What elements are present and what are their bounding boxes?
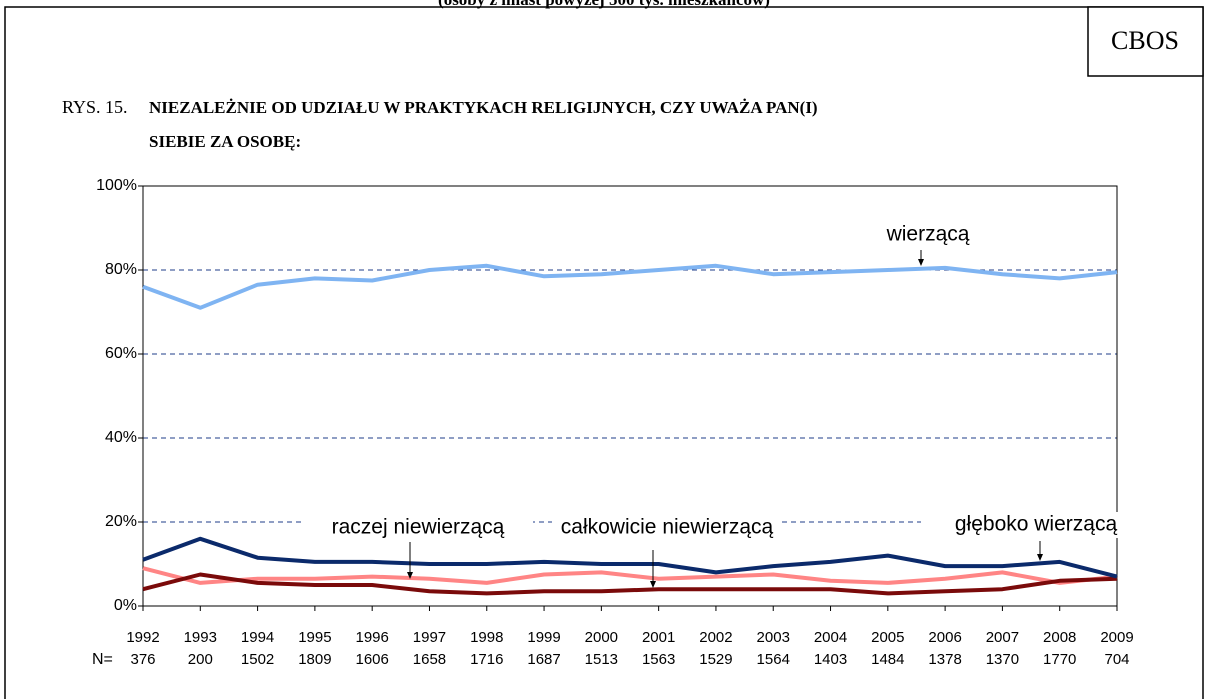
source: CBOS xyxy=(1111,26,1179,55)
series-line xyxy=(142,536,1118,579)
x-tick-label: 2001 xyxy=(642,629,675,646)
x-tick-label: 1998 xyxy=(470,629,503,646)
n-value: 1563 xyxy=(642,651,675,668)
x-tick-label: 1997 xyxy=(413,629,446,646)
x-tick-label: 2006 xyxy=(928,629,961,646)
x-tick-label: 1993 xyxy=(184,629,217,646)
n-value: 704 xyxy=(1104,651,1129,668)
arrow-head xyxy=(1037,554,1043,561)
n-value: 1513 xyxy=(585,651,618,668)
n-value: 1658 xyxy=(413,651,446,668)
n-value: 1606 xyxy=(355,651,388,668)
header: (osoby z miast powyżej 500 tys. mieszkań… xyxy=(438,0,770,9)
n-value: 1809 xyxy=(298,651,331,668)
x-tick-label: 1996 xyxy=(355,629,388,646)
y-tick-label: 40% xyxy=(105,429,137,446)
x-tick-label: 2007 xyxy=(986,629,1019,646)
n-value: 1370 xyxy=(986,651,1019,668)
n-value: 1687 xyxy=(527,651,560,668)
x-tick-label: 1995 xyxy=(298,629,331,646)
arrow-head xyxy=(407,572,413,579)
x-tick-label: 2008 xyxy=(1043,629,1076,646)
label-bg xyxy=(878,222,978,248)
y-tick-label: 80% xyxy=(105,261,137,278)
label-bg xyxy=(303,515,533,541)
arrow-head xyxy=(918,259,924,266)
y-tick-label: 20% xyxy=(105,513,137,530)
series-line xyxy=(142,263,1118,310)
series-line xyxy=(142,572,1118,596)
x-tick-label: 2003 xyxy=(757,629,790,646)
chart-title: SIEBIE ZA OSOBĘ: xyxy=(149,132,301,151)
series-line xyxy=(142,566,1118,585)
n-value: 1403 xyxy=(814,651,847,668)
arrow-head xyxy=(650,581,656,588)
x-tick-label: 1992 xyxy=(126,629,159,646)
series-label: raczej niewierzącą xyxy=(332,516,505,539)
plot-frame xyxy=(142,185,1118,607)
frame xyxy=(4,6,1204,699)
x-tick-label: 1994 xyxy=(241,629,274,646)
n-value: 1770 xyxy=(1043,651,1076,668)
figure-label: RYS. 15. xyxy=(62,97,128,117)
x-tick-label: 2004 xyxy=(814,629,847,646)
n-label: N= xyxy=(92,651,113,668)
n-value: 200 xyxy=(188,651,213,668)
series-label: głęboko wierzącą xyxy=(955,513,1118,536)
x-tick-label: 2000 xyxy=(585,629,618,646)
x-tick-label: 2009 xyxy=(1100,629,1133,646)
n-value: 1529 xyxy=(699,651,732,668)
y-tick-label: 100% xyxy=(96,177,137,194)
label-bg xyxy=(552,515,782,541)
n-value: 1378 xyxy=(928,651,961,668)
x-tick-label: 2005 xyxy=(871,629,904,646)
n-value: 1502 xyxy=(241,651,274,668)
y-tick-label: 0% xyxy=(114,597,137,614)
n-value: 1716 xyxy=(470,651,503,668)
n-value: 376 xyxy=(130,651,155,668)
x-tick-label: 2002 xyxy=(699,629,732,646)
label-bg xyxy=(921,512,1151,538)
chart-title: NIEZALEŻNIE OD UDZIAŁU W PRAKTYKACH RELI… xyxy=(149,98,818,117)
n-value: 1564 xyxy=(757,651,790,668)
n-value: 1484 xyxy=(871,651,904,668)
series-label: wierzącą xyxy=(886,223,970,246)
series-label: całkowicie niewierzącą xyxy=(561,516,774,539)
x-tick-label: 1999 xyxy=(527,629,560,646)
source-box xyxy=(1087,6,1204,77)
y-tick-label: 60% xyxy=(105,345,137,362)
